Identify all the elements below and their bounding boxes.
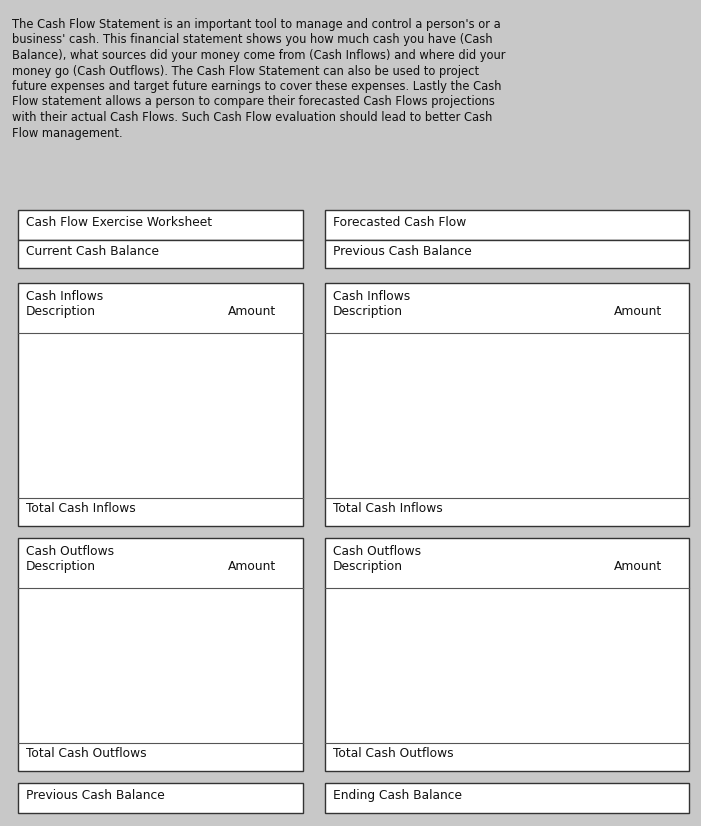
Bar [325,240,689,268]
Text: Cash Outflows: Cash Outflows [26,545,114,558]
Text: The Cash Flow Statement is an important tool to manage and control a person's or: The Cash Flow Statement is an important … [12,18,501,31]
Text: Amount: Amount [614,305,662,318]
Text: money go (Cash Outflows). The Cash Flow Statement can also be used to project: money go (Cash Outflows). The Cash Flow … [12,64,479,78]
Text: Amount: Amount [228,305,276,318]
Text: Amount: Amount [614,560,662,573]
Text: Ending Cash Balance: Ending Cash Balance [333,789,462,802]
Text: Flow statement allows a person to compare their forecasted Cash Flows projection: Flow statement allows a person to compar… [12,96,495,108]
Text: Description: Description [26,305,96,318]
Text: Total Cash Outflows: Total Cash Outflows [26,747,147,760]
Text: Total Cash Inflows: Total Cash Inflows [26,502,136,515]
Text: Cash Inflows: Cash Inflows [26,290,103,303]
Text: Total Cash Inflows: Total Cash Inflows [333,502,443,515]
Bar [18,538,303,771]
Text: Balance), what sources did your money come from (Cash Inflows) and where did you: Balance), what sources did your money co… [12,49,505,62]
Text: Flow management.: Flow management. [12,126,123,140]
Text: future expenses and target future earnings to cover these expenses. Lastly the C: future expenses and target future earnin… [12,80,501,93]
Text: Description: Description [333,560,403,573]
Bar [325,283,689,526]
Bar [18,210,303,240]
Text: Description: Description [26,560,96,573]
Text: with their actual Cash Flows. Such Cash Flow evaluation should lead to better Ca: with their actual Cash Flows. Such Cash … [12,111,492,124]
Text: Amount: Amount [228,560,276,573]
Text: Total Cash Outflows: Total Cash Outflows [333,747,454,760]
Bar [18,783,303,813]
Text: Previous Cash Balance: Previous Cash Balance [333,245,472,258]
Bar [325,783,689,813]
Bar [325,538,689,771]
Text: business' cash. This financial statement shows you how much cash you have (Cash: business' cash. This financial statement… [12,34,493,46]
Bar [325,210,689,240]
Text: Cash Outflows: Cash Outflows [333,545,421,558]
Bar [18,240,303,268]
Text: Cash Inflows: Cash Inflows [333,290,410,303]
Text: Current Cash Balance: Current Cash Balance [26,245,159,258]
Text: Cash Flow Exercise Worksheet: Cash Flow Exercise Worksheet [26,216,212,229]
Text: Description: Description [333,305,403,318]
Text: Previous Cash Balance: Previous Cash Balance [26,789,165,802]
Bar [18,283,303,526]
Text: Forecasted Cash Flow: Forecasted Cash Flow [333,216,466,229]
